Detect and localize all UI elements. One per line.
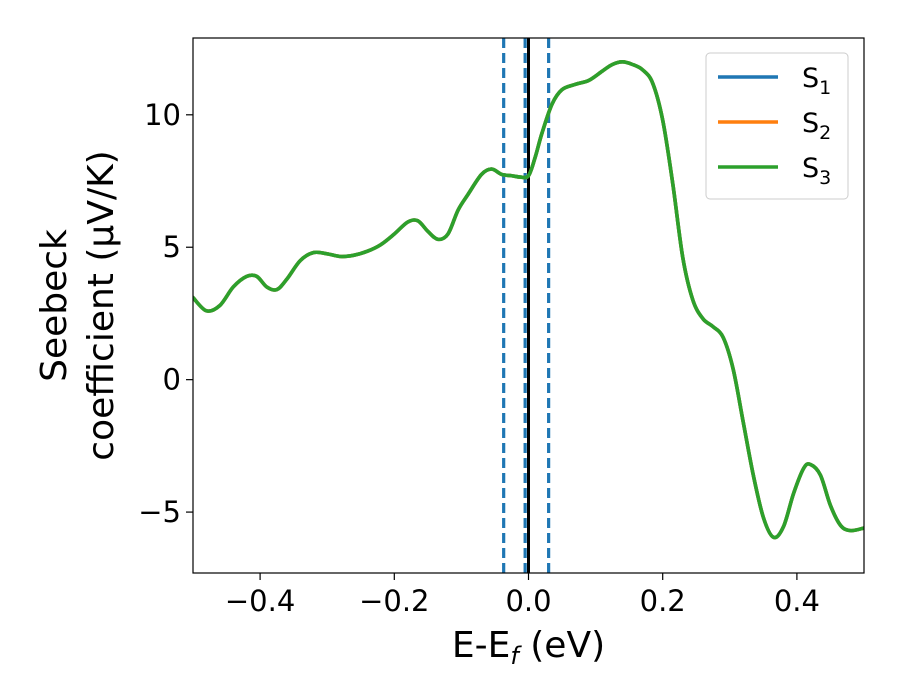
y-tick-label: 10 bbox=[144, 98, 181, 132]
y-tick-label: −5 bbox=[138, 495, 181, 529]
series-line-3 bbox=[193, 60, 864, 540]
x-tick-label: 0.0 bbox=[505, 584, 551, 618]
y-axis-label-line2: coefficient (μV/K) bbox=[81, 150, 122, 460]
y-axis: −5 0 5 10 bbox=[138, 98, 193, 529]
legend-label-1: S1 bbox=[802, 63, 831, 99]
x-tick-label: 0.4 bbox=[774, 584, 820, 618]
x-axis-label: E-Ef (eV) bbox=[452, 625, 605, 670]
x-tick-label: 0.2 bbox=[640, 584, 686, 618]
x-tick-label: −0.2 bbox=[359, 584, 429, 618]
y-tick-label: 5 bbox=[163, 230, 181, 264]
y-axis-label-line1: Seebeck bbox=[34, 229, 75, 382]
x-tick-label: −0.4 bbox=[225, 584, 295, 618]
y-tick-label: 0 bbox=[163, 363, 181, 397]
legend-label-3: S3 bbox=[802, 153, 831, 189]
legend: S1 S2 S3 bbox=[705, 52, 849, 200]
x-axis: −0.4 −0.2 0.0 0.2 0.4 bbox=[225, 573, 820, 618]
legend-label-2: S2 bbox=[802, 108, 831, 144]
legend-box bbox=[705, 52, 849, 200]
series-layer bbox=[193, 60, 864, 540]
reference-lines bbox=[502, 38, 551, 573]
